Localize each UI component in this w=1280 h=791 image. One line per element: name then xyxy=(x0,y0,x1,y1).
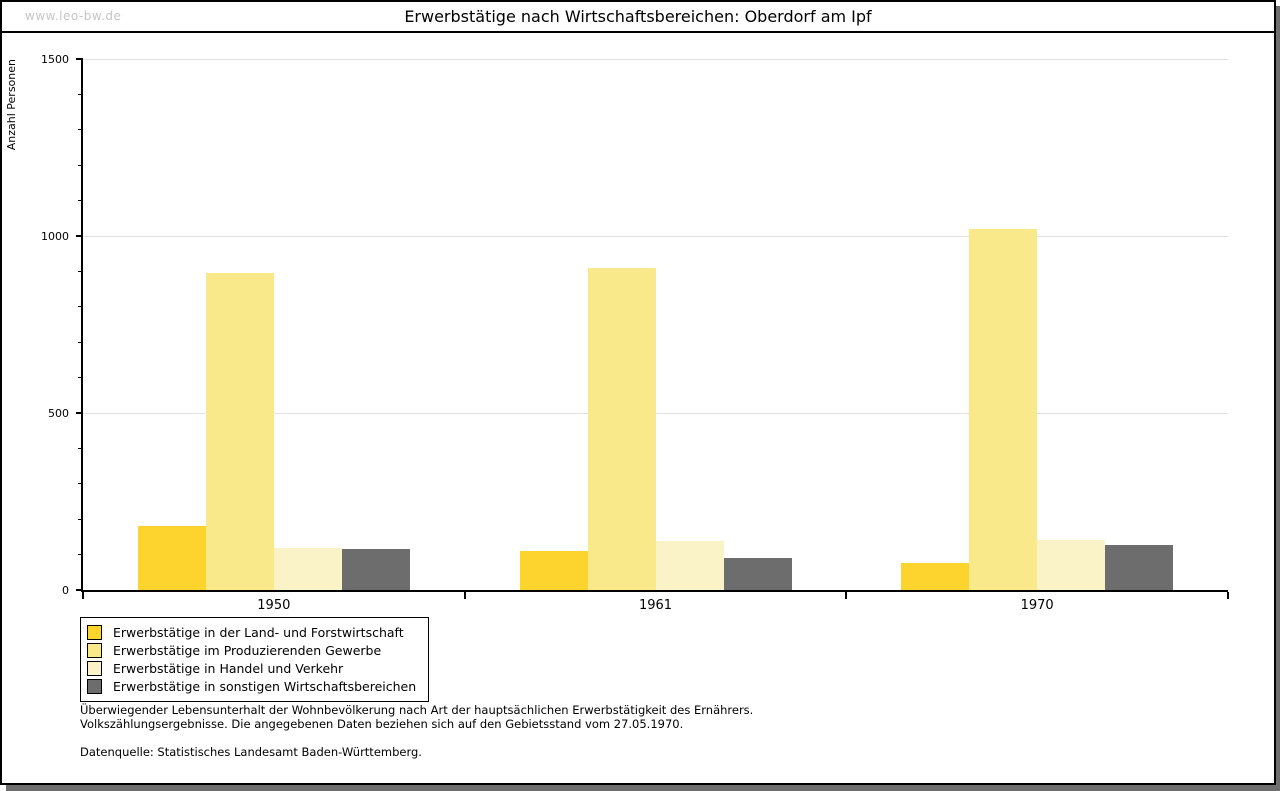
bar-1961-series-3 xyxy=(656,541,724,590)
footnote-line-2: Volkszählungsergebnisse. Die angegebenen… xyxy=(80,716,684,731)
footnotes: Überwiegender Lebensunterhalt der Wohnbe… xyxy=(80,703,754,760)
legend-row-4: Erwerbstätige in sonstigen Wirtschaftsbe… xyxy=(87,679,416,694)
x-boundary-tick-2 xyxy=(845,592,848,599)
y-minor-tick-100 xyxy=(78,554,83,556)
legend-label: Erwerbstätige in Handel und Verkehr xyxy=(113,661,344,676)
y-minor-tick-900 xyxy=(78,270,83,272)
x-tick-label-1970: 1970 xyxy=(1020,598,1054,613)
watermark-text: www.leo-bw.de xyxy=(25,9,122,23)
bar-1970-series-4 xyxy=(1105,545,1173,590)
y-axis-line xyxy=(81,59,83,592)
chart-header: www.leo-bw.de Erwerbstätige nach Wirtsch… xyxy=(2,2,1274,33)
y-minor-tick-200 xyxy=(78,518,83,520)
drop-shadow-bottom xyxy=(6,785,1280,791)
y-minor-tick-800 xyxy=(78,306,83,308)
y-tick-label-500: 500 xyxy=(48,406,69,420)
y-axis-title: Anzahl Personen xyxy=(5,59,18,151)
x-boundary-tick-0 xyxy=(82,592,84,599)
y-minor-tick-1100 xyxy=(78,200,83,202)
legend-row-1: Erwerbstätige in der Land- und Forstwirt… xyxy=(87,625,416,640)
y-tick-label-1500: 1500 xyxy=(41,52,69,66)
y-minor-tick-300 xyxy=(78,483,83,485)
bar-1961-series-2 xyxy=(588,267,656,590)
gridline-1000 xyxy=(83,235,1228,237)
page-title: Erwerbstätige nach Wirtschaftsbereichen:… xyxy=(404,7,872,26)
legend-label: Erwerbstätige in sonstigen Wirtschaftsbe… xyxy=(113,679,417,694)
y-major-tick-1500 xyxy=(76,58,83,60)
bar-1950-series-1 xyxy=(138,526,206,590)
bar-1950-series-4 xyxy=(342,548,410,590)
bar-1950-series-2 xyxy=(206,273,274,590)
y-major-tick-0 xyxy=(76,589,83,591)
bar-1961-series-4 xyxy=(724,558,792,590)
bar-1950-series-3 xyxy=(274,547,342,590)
y-minor-tick-400 xyxy=(78,447,83,449)
legend-swatch-icon xyxy=(87,679,102,694)
y-major-tick-1000 xyxy=(76,235,83,237)
y-major-tick-500 xyxy=(76,412,83,414)
x-axis-line xyxy=(81,590,1228,592)
x-tick-label-1961: 1961 xyxy=(638,598,673,613)
y-minor-tick-700 xyxy=(78,341,83,343)
legend-swatch-icon xyxy=(87,661,102,676)
y-minor-tick-600 xyxy=(78,377,83,379)
legend-swatch-icon xyxy=(87,643,102,658)
legend-label: Erwerbstätige in der Land- und Forstwirt… xyxy=(113,625,404,640)
y-tick-label-0: 0 xyxy=(62,583,69,597)
y-minor-tick-1300 xyxy=(78,129,83,131)
y-minor-tick-1200 xyxy=(78,164,83,166)
bar-1970-series-3 xyxy=(1037,540,1105,590)
footnote-line-1: Überwiegender Lebensunterhalt der Wohnbe… xyxy=(80,703,754,717)
legend-row-3: Erwerbstätige in Handel und Verkehr xyxy=(87,661,416,676)
chart-legend: Erwerbstätige in der Land- und Forstwirt… xyxy=(80,617,430,702)
y-tick-label-1000: 1000 xyxy=(41,229,69,243)
legend-swatch-icon xyxy=(87,625,102,640)
data-source-line: Datenquelle: Statistisches Landesamt Bad… xyxy=(80,745,422,759)
x-tick-label-1950: 1950 xyxy=(257,598,291,613)
x-boundary-tick-1 xyxy=(463,592,466,599)
gridline-1500 xyxy=(83,58,1228,60)
x-boundary-tick-3 xyxy=(1227,592,1229,599)
bar-1970-series-2 xyxy=(969,228,1037,590)
legend-row-2: Erwerbstätige im Produzierenden Gewerbe xyxy=(87,643,416,658)
bar-1970-series-1 xyxy=(901,563,969,590)
legend-label: Erwerbstätige im Produzierenden Gewerbe xyxy=(113,643,382,658)
drop-shadow-right xyxy=(1276,6,1280,791)
y-minor-tick-1400 xyxy=(78,93,83,95)
bar-1961-series-1 xyxy=(520,551,588,590)
